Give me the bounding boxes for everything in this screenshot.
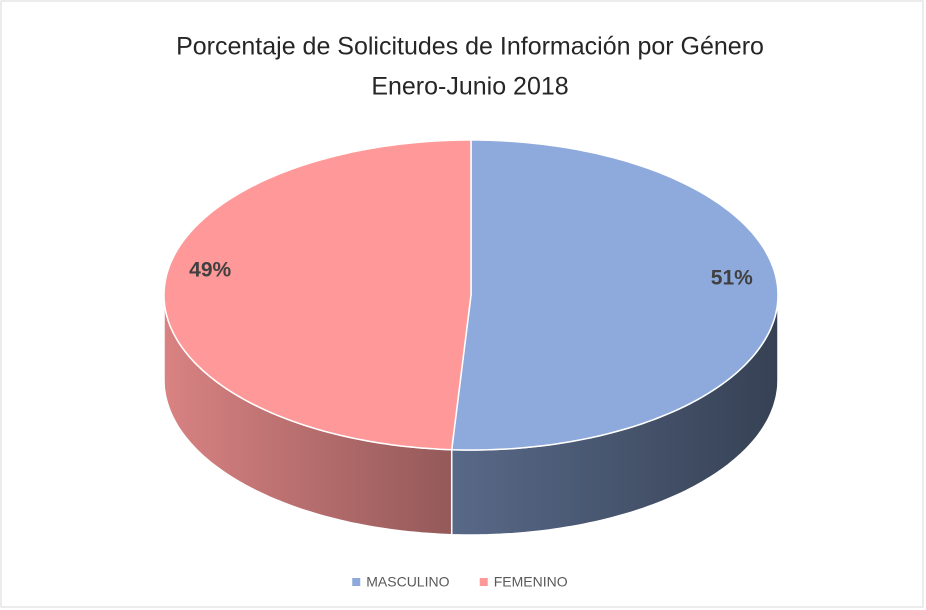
legend-marker bbox=[352, 578, 361, 586]
legend-label: MASCULINO bbox=[366, 574, 449, 590]
chart-title: Porcentaje de Solicitudes de Información… bbox=[176, 33, 764, 61]
slice bbox=[450, 139, 779, 451]
legend-marker bbox=[479, 578, 488, 586]
chart-subtitle: Enero-Junio 2018 bbox=[371, 73, 568, 101]
legend-label: FEMENINO bbox=[494, 574, 568, 590]
data-label: 51% bbox=[711, 267, 753, 290]
data-label: 49% bbox=[189, 258, 231, 281]
slice bbox=[163, 139, 472, 451]
